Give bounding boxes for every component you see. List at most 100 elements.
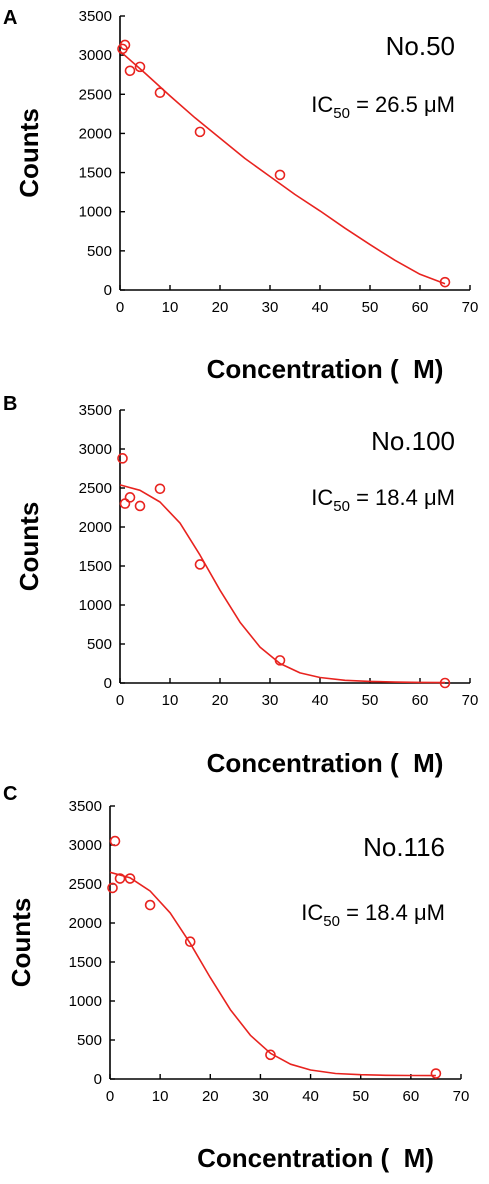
x-tick-label: 10 — [152, 1088, 169, 1105]
y-tick-label: 2500 — [69, 876, 102, 893]
data-point — [194, 126, 206, 138]
y-tick-label: 3000 — [79, 441, 112, 458]
x-tick-label: 0 — [116, 692, 124, 709]
data-point — [194, 559, 206, 570]
data-point — [144, 899, 156, 911]
data-point — [430, 1068, 442, 1079]
y-tick-label: 0 — [104, 282, 112, 299]
ic50-prefix: IC — [311, 92, 333, 117]
ic50-subscript: 50 — [323, 913, 340, 930]
ic50-value: = 18.4 μM — [350, 485, 455, 510]
data-point — [134, 61, 146, 73]
ic50-label: IC50 = 26.5 μM — [311, 92, 455, 122]
y-tick-label: 0 — [104, 675, 112, 692]
data-point — [119, 39, 131, 51]
ic50-prefix: IC — [311, 485, 333, 510]
data-point — [265, 1049, 276, 1061]
y-tick-label: 1000 — [79, 597, 112, 614]
x-tick-label: 20 — [212, 692, 229, 709]
y-tick-label: 3000 — [69, 837, 102, 854]
x-tick-label: 60 — [412, 299, 429, 316]
y-tick-label: 3500 — [79, 402, 112, 419]
x-tick-label: 60 — [403, 1088, 420, 1105]
y-tick-label: 3000 — [79, 47, 112, 64]
data-point — [184, 936, 196, 948]
x-tick-label: 40 — [312, 692, 329, 709]
y-axis-title: Counts — [14, 502, 44, 592]
x-tick-label: 70 — [462, 692, 479, 709]
panel-a: A 0 500 1000 1500 2000 2500 3000 3500 0 10 20 30 40 50… — [3, 7, 478, 384]
fit-curve — [119, 484, 446, 684]
y-tick-label: 3500 — [79, 8, 112, 25]
y-tick-label: 2000 — [79, 519, 112, 536]
fit-curve — [109, 871, 436, 1077]
y-tick-label: 2000 — [69, 915, 102, 932]
data-point — [124, 65, 136, 77]
y-tick-label: 2000 — [79, 125, 112, 142]
x-tick-label: 0 — [116, 299, 124, 316]
y-tick-label: 2500 — [79, 86, 112, 103]
x-tick-label: 50 — [362, 299, 379, 316]
ic50-subscript: 50 — [333, 105, 350, 122]
data-point — [117, 453, 128, 464]
data-point — [109, 835, 121, 847]
y-tick-label: 2500 — [79, 480, 112, 497]
data-point — [124, 492, 136, 503]
ic50-value: = 26.5 μM — [350, 92, 455, 117]
panel-letter: B — [3, 393, 17, 415]
x-tick-label: 30 — [262, 299, 279, 316]
y-tick-label: 500 — [87, 636, 112, 653]
x-axis-title: Concentration ( M) — [207, 354, 444, 384]
ic50-prefix: IC — [301, 900, 323, 925]
panel-b: B 0 500 1000 1500 2000 2500 3000 3500 0 10 20 30 40 50… — [3, 393, 478, 778]
data-point — [274, 169, 286, 181]
y-axis-title: Counts — [14, 108, 44, 198]
x-tick-label: 40 — [302, 1088, 319, 1105]
ic50-subscript: 50 — [333, 498, 350, 515]
x-tick-label: 10 — [162, 692, 179, 709]
compound-label: No.100 — [371, 426, 455, 456]
y-tick-label: 1000 — [79, 204, 112, 221]
panel-letter: A — [3, 7, 17, 29]
data-point — [119, 498, 131, 509]
x-tick-label: 20 — [202, 1088, 219, 1105]
x-tick-label: 30 — [252, 1088, 269, 1105]
x-tick-label: 20 — [212, 299, 229, 316]
x-tick-label: 10 — [162, 299, 179, 316]
data-point — [274, 655, 286, 666]
compound-label: No.50 — [386, 31, 455, 61]
x-tick-label: 50 — [352, 1088, 369, 1105]
y-axis-title: Counts — [6, 898, 36, 988]
compound-label: No.116 — [363, 832, 445, 862]
data-point — [124, 873, 136, 884]
data-point — [114, 873, 126, 884]
x-axis-title: Concentration ( M) — [207, 748, 444, 778]
y-tick-label: 1000 — [69, 993, 102, 1010]
ic50-label: IC50 = 18.4 μM — [301, 900, 445, 930]
y-tick-label: 0 — [94, 1071, 102, 1088]
data-point — [439, 677, 451, 689]
x-tick-label: 70 — [453, 1088, 470, 1105]
x-tick-label: 40 — [312, 299, 329, 316]
data-point — [107, 882, 118, 894]
x-tick-label: 30 — [262, 692, 279, 709]
y-tick-label: 500 — [77, 1032, 102, 1049]
y-tick-label: 1500 — [79, 165, 112, 182]
ic50-value: = 18.4 μM — [340, 900, 445, 925]
y-tick-label: 1500 — [69, 954, 102, 971]
x-axis-title: Concentration ( M) — [197, 1143, 434, 1173]
y-tick-label: 1500 — [79, 558, 112, 575]
x-tick-label: 70 — [462, 299, 479, 316]
x-tick-label: 50 — [362, 692, 379, 709]
data-point — [154, 87, 166, 99]
x-tick-label: 60 — [412, 692, 429, 709]
panel-c: C 0 500 1000 1500 2000 2500 3000 3500 0 10 20 30 40 50… — [3, 783, 469, 1173]
ic50-label: IC50 = 18.4 μM — [311, 485, 455, 515]
data-point — [154, 483, 166, 495]
data-point — [134, 500, 146, 512]
x-tick-label: 0 — [106, 1088, 114, 1105]
fit-curve — [119, 50, 446, 285]
y-tick-label: 500 — [87, 243, 112, 260]
y-tick-label: 3500 — [69, 798, 102, 815]
